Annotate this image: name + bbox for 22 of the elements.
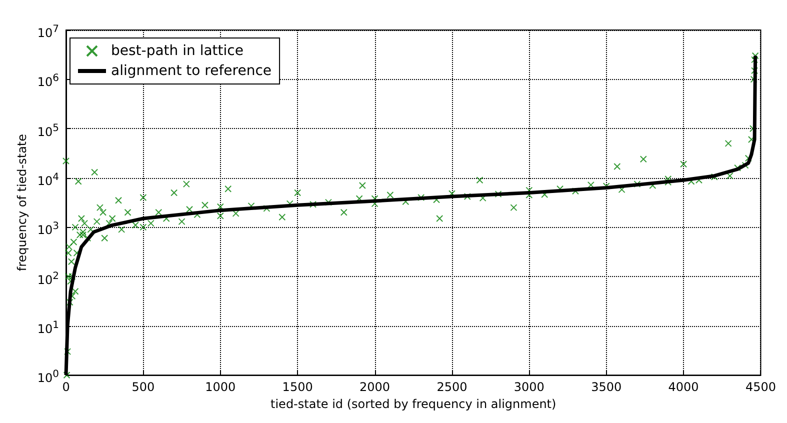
legend-label: best-path in lattice xyxy=(111,43,244,59)
y-tick-label: 10$^{1}$ xyxy=(37,318,59,337)
x-tick-label: 2000 xyxy=(359,380,390,394)
y-tick-label: 10$^{0}$ xyxy=(37,368,59,386)
x-tick-label: 1500 xyxy=(282,380,313,394)
y-tick-label: 10$^{5}$ xyxy=(37,122,59,140)
x-tick-label: 4500 xyxy=(745,380,776,394)
y-axis-title: frequency of tied-state xyxy=(15,134,29,272)
y-tick-label: 10$^{2}$ xyxy=(37,270,59,288)
x-tick-label: 0 xyxy=(62,380,70,394)
x-tick-label: 3000 xyxy=(514,380,544,394)
x-tick-label: 2500 xyxy=(436,380,468,394)
y-tick-label: 10$^{4}$ xyxy=(37,170,59,189)
x-tick-label: 4000 xyxy=(668,380,699,394)
y-tick-label: 10$^{6}$ xyxy=(37,72,59,90)
x-tick-label: 500 xyxy=(132,380,155,394)
x-tick-label: 1000 xyxy=(205,380,236,394)
x-tick-label: 3500 xyxy=(591,380,622,394)
x-axis-title: tied-state id (sorted by frequency in alignment) xyxy=(270,397,556,411)
y-tick-label: 10$^{3}$ xyxy=(37,220,59,238)
legend-label: alignment to reference xyxy=(111,63,272,79)
y-tick-label: 10$^{7}$ xyxy=(37,23,59,41)
